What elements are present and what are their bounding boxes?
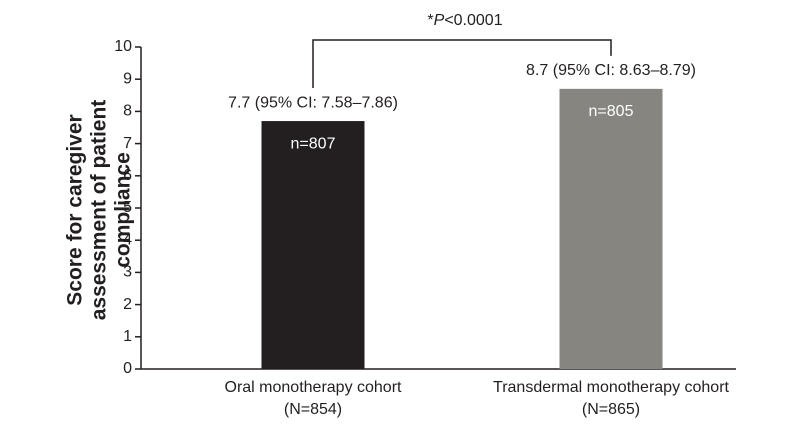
y-axis-title: Score for caregiver assessment of patien…: [64, 100, 135, 321]
y-tick-label: 10: [114, 38, 132, 55]
y-tick-label: 6: [123, 167, 132, 184]
y-axis-title-line: compliance: [112, 152, 135, 268]
y-tick-label: 9: [123, 70, 132, 87]
x-tick-label: Transdermal monotherapy cohort: [493, 379, 730, 396]
value-label: 8.7 (95% CI: 8.63–8.79): [526, 62, 696, 79]
x-tick-note: (N=865): [582, 401, 640, 418]
annotation-star: *: [427, 12, 433, 29]
annotation: *P<0.0001: [427, 12, 502, 29]
y-tick-label: 1: [123, 328, 132, 345]
significance-bracket: [312, 39, 612, 89]
x-tick-note: (N=854): [284, 401, 342, 418]
y-tick-label: 4: [123, 231, 132, 248]
y-tick-label: 0: [123, 360, 132, 377]
y-tick-label: 7: [123, 135, 132, 152]
y-tick-label: 8: [123, 103, 132, 120]
annotation-p: P: [434, 12, 445, 29]
y-tick-label: 2: [123, 296, 132, 313]
value-label: 7.7 (95% CI: 7.58–7.86): [228, 94, 398, 111]
bar: [559, 88, 663, 370]
annotation-value: <0.0001: [444, 12, 502, 29]
y-tick-label: 3: [123, 264, 132, 281]
y-tick-label: 5: [123, 199, 132, 216]
bar-label: n=807: [291, 135, 336, 152]
bar-label: n=805: [589, 103, 634, 120]
bar: [261, 121, 365, 369]
y-axis-title-line: assessment of patient: [88, 100, 111, 321]
x-tick-label: Oral monotherapy cohort: [225, 379, 403, 396]
y-axis-title-line: Score for caregiver: [64, 114, 87, 305]
